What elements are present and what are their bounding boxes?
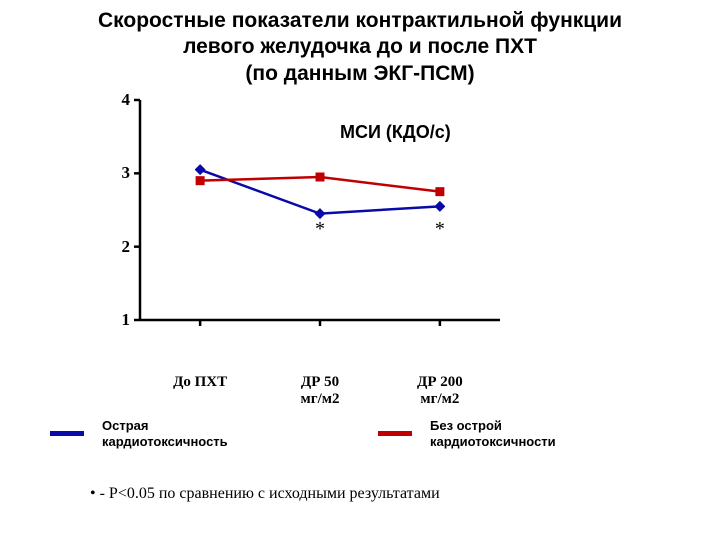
legend-label-1: Острая кардиотоксичность <box>102 418 302 449</box>
svg-text:*: * <box>315 218 325 240</box>
x-tick-label: До ПХТ <box>173 370 227 391</box>
x-tick-label: ДР 200 мг/м2 <box>417 370 463 407</box>
y-tick-label: 3 <box>122 163 141 183</box>
svg-text:*: * <box>435 218 445 240</box>
page-title: Скоростные показатели контрактильной фун… <box>0 0 720 87</box>
y-tick-label: 1 <box>122 310 141 330</box>
footnote: • - Р<0.05 по сравнению с исходными резу… <box>90 485 440 503</box>
title-line-1: Скоростные показатели контрактильной фун… <box>40 8 680 34</box>
title-line-3: (по данным ЭКГ-ПСМ) <box>40 61 680 87</box>
legend-label-2: Без острой кардиотоксичности <box>430 418 630 449</box>
chart-area: ** МСИ (КДО/с) 1234До ПХТДР 50 мг/м2ДР 2… <box>140 100 560 370</box>
title-line-2: левого желудочка до и после ПХТ <box>40 34 680 60</box>
x-tick-label: ДР 50 мг/м2 <box>301 370 340 407</box>
y-tick-label: 2 <box>122 237 141 257</box>
legend: Острая кардиотоксичность Без острой кард… <box>50 418 670 449</box>
chart-subtitle: МСИ (КДО/с) <box>340 122 451 143</box>
legend-swatch-2 <box>378 431 412 436</box>
y-tick-label: 4 <box>122 90 141 110</box>
legend-swatch-1 <box>50 431 84 436</box>
